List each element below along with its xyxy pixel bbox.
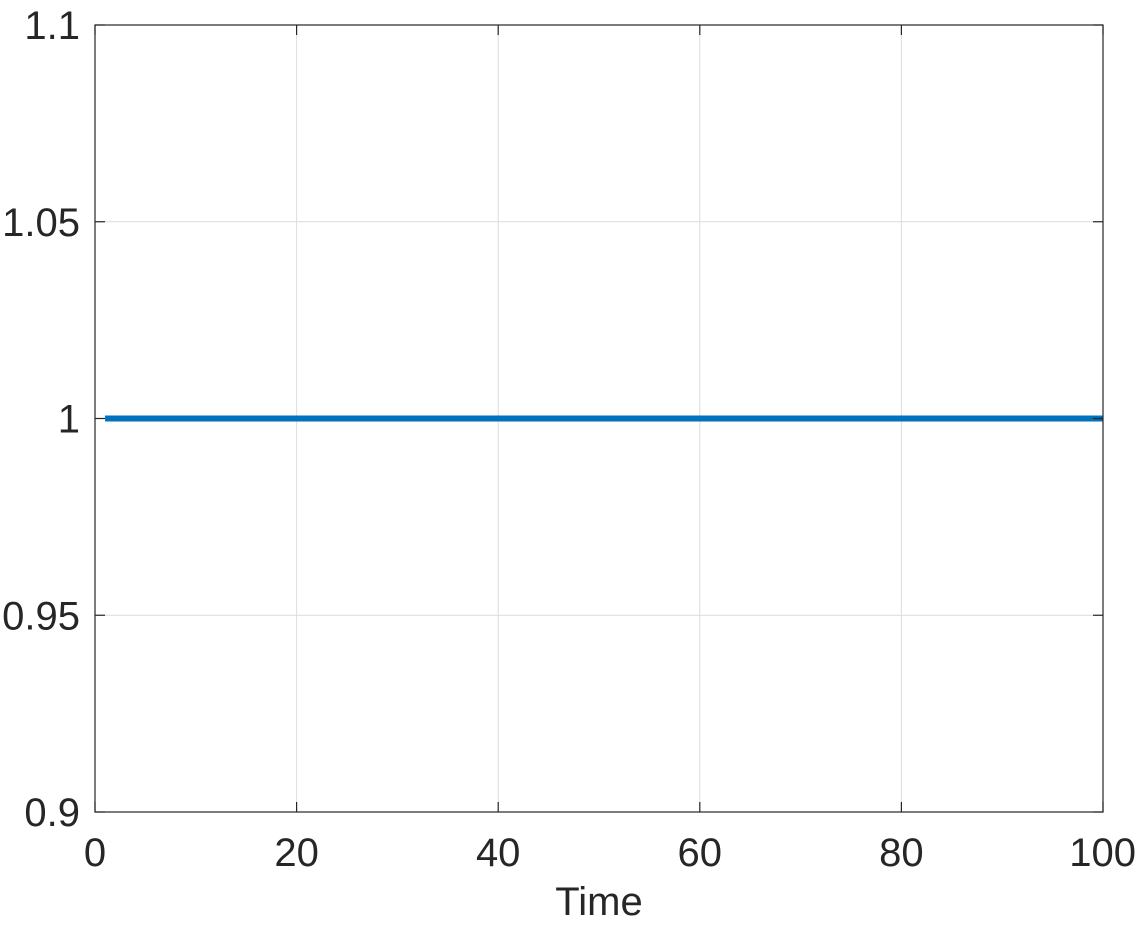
y-tick-label: 0.9: [24, 791, 80, 835]
y-tick-label: 1: [58, 398, 80, 442]
y-tick-labels: 0.9 0.95 1 1.05 1.1: [2, 4, 80, 835]
x-axis-label: Time: [555, 880, 642, 924]
x-tick-label: 40: [476, 831, 521, 875]
x-tick-label: 100: [1069, 831, 1136, 875]
tick-marks: [94, 24, 1104, 813]
x-tick-label: 80: [879, 831, 924, 875]
y-tick-label: 1.05: [2, 201, 80, 245]
x-tick-labels: 0 20 40 60 80 100: [84, 831, 1136, 875]
y-tick-label: 1.1: [24, 4, 80, 48]
x-tick-label: 20: [274, 831, 319, 875]
x-tick-label: 60: [678, 831, 723, 875]
x-tick-label: 0: [84, 831, 106, 875]
y-tick-label: 0.95: [2, 594, 80, 638]
